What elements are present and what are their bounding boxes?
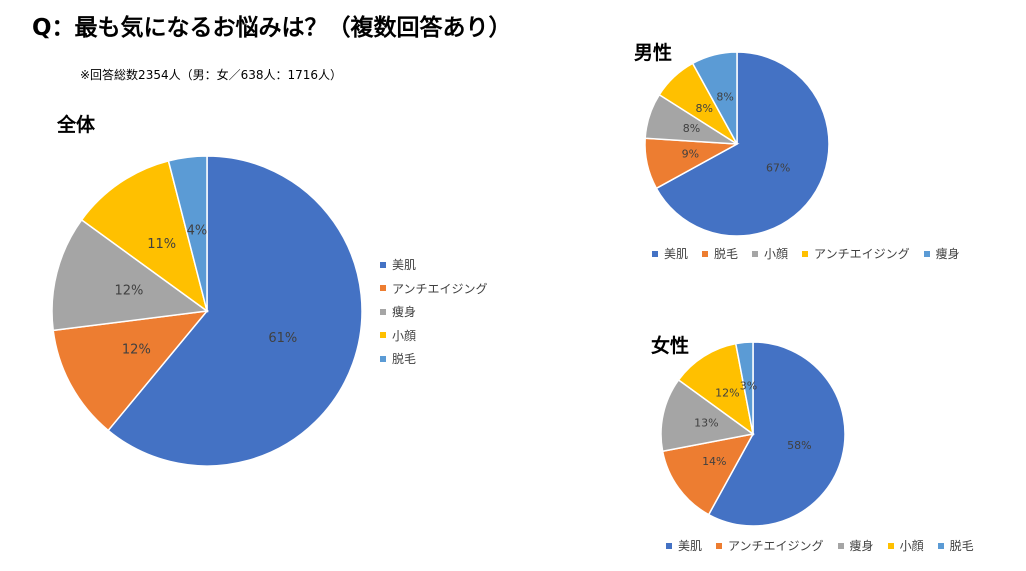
legend-swatch: [702, 250, 709, 257]
pie-slice-5: [167, 155, 208, 312]
legend-female: 美肌 アンチエイジング 痩身 小顔 脱毛: [666, 537, 988, 554]
legend-label: 美肌: [678, 539, 703, 553]
legend-label: 脱毛: [392, 352, 417, 367]
slice-data-label: 4%: [187, 224, 208, 239]
legend-swatch: [380, 285, 386, 292]
pie-chart-female: 58% 14% 13% 12%3%: [660, 341, 846, 527]
legend-item: 美肌: [666, 537, 702, 554]
slice-data-label: 61%: [268, 331, 297, 346]
legend-item: 脱毛: [937, 537, 974, 554]
pie-slice-3: [51, 218, 209, 332]
legend-item: 痩身: [380, 300, 488, 324]
slice-data-label: 12%: [114, 283, 143, 298]
legend-label: 痩身: [935, 247, 960, 261]
pie-chart-male: 67%9%8%8%8%: [644, 51, 830, 237]
slice-data-label: 9%: [682, 147, 699, 160]
legend-item: 痩身: [837, 537, 874, 554]
legend-item: 美肌: [380, 253, 488, 277]
legend-item: アンチエイジング: [802, 245, 910, 262]
pie-slice-5: [734, 341, 754, 435]
legend-item: 美肌: [652, 245, 688, 262]
legend-item: アンチエイジング: [380, 277, 488, 301]
legend-label: 痩身: [392, 305, 417, 320]
legend-item: 脱毛: [380, 347, 488, 371]
legend-item: 小顔: [752, 245, 788, 262]
legend-swatch: [666, 542, 672, 549]
legend-item: 痩身: [923, 245, 960, 262]
legend-label: 美肌: [664, 247, 689, 261]
legend-label: 脱毛: [714, 247, 739, 261]
legend-item: 小顔: [380, 324, 488, 348]
chart-title-female: 女性: [651, 335, 690, 357]
legend-swatch: [837, 542, 844, 549]
slice-data-label: 67%: [766, 161, 790, 174]
page-title: Q：最も気になるお悩みは？（複数回答あり）: [32, 15, 512, 41]
legend-swatch: [923, 250, 930, 257]
chart-title-male: 男性: [634, 42, 673, 64]
pie-slice-2: [52, 310, 209, 432]
legend-swatch: [716, 542, 723, 549]
legend-label: 痩身: [849, 539, 874, 553]
legend-swatch: [887, 542, 894, 549]
pie-slice-1: [107, 155, 363, 467]
chart-title-overall: 全体: [57, 114, 96, 136]
legend-swatch: [752, 250, 759, 257]
legend-swatch: [380, 308, 386, 315]
pie-slice-5: [691, 51, 738, 145]
legend-swatch: [802, 250, 809, 257]
pie-slice-2: [661, 432, 755, 516]
pie-slice-4: [80, 159, 209, 313]
legend-swatch: [380, 261, 386, 268]
slice-data-label: 12%: [715, 387, 739, 400]
legend-swatch: [380, 332, 386, 339]
legend-item: アンチエイジング: [716, 537, 824, 554]
pie-chart-overall: 61% 12% 12% 11% 4%: [51, 155, 363, 467]
pie-slice-3: [660, 378, 755, 453]
legend-item: 小顔: [887, 537, 924, 554]
pie-slice-1: [707, 341, 846, 527]
legend-item: 脱毛: [702, 245, 738, 262]
slice-data-label: 12%: [122, 342, 151, 357]
legend-swatch: [937, 542, 944, 549]
slice-data-label: 8%: [683, 122, 700, 135]
legend-overall: 美肌アンチエイジング 痩身小顔脱毛: [380, 253, 488, 371]
slice-data-label: 8%: [696, 102, 713, 115]
legend-label: 小顔: [392, 328, 417, 343]
slice-data-label: 11%: [147, 237, 176, 252]
slice-data-label: 8%: [716, 91, 733, 104]
legend-male: 美肌 脱毛 小顔 アンチエイジング 痩身: [652, 245, 974, 262]
pie-slice-4: [677, 342, 755, 436]
legend-swatch: [380, 355, 386, 362]
legend-label: アンチエイジング: [392, 281, 488, 296]
page-subtitle: ※回答総数2354人（男：女／638人：1716人）: [80, 68, 343, 82]
slice-data-label: 13%: [694, 417, 718, 430]
legend-label: アンチエイジング: [814, 247, 910, 261]
legend-label: 脱毛: [949, 539, 974, 553]
legend-label: アンチエイジング: [728, 539, 824, 553]
legend-label: 小顔: [899, 539, 924, 553]
legend-label: 小顔: [764, 247, 789, 261]
pie-slice-1: [655, 51, 830, 237]
legend-swatch: [652, 250, 658, 257]
legend-label: 美肌: [392, 258, 417, 273]
slice-data-label: 3%: [740, 379, 757, 392]
slice-data-label: 58%: [787, 439, 811, 452]
slice-data-label: 14%: [702, 455, 726, 468]
